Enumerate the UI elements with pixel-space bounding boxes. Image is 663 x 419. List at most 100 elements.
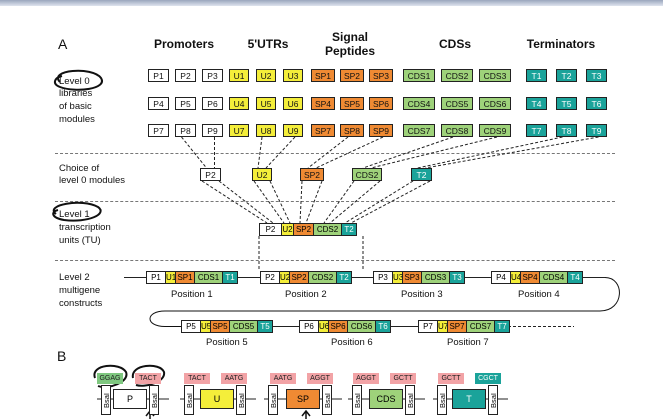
library-to-choice-line xyxy=(181,136,207,169)
level2-position-label: Position 6 xyxy=(331,337,373,348)
library-module-t3: T3 xyxy=(586,69,607,82)
level2-part-cds6: CDS6 xyxy=(348,321,376,332)
header-signal-1: Signal xyxy=(331,30,368,44)
overhang-tact: TACT xyxy=(184,373,210,384)
header-signal-2: Peptides xyxy=(324,44,375,58)
bsai-site: BsaI xyxy=(405,385,415,415)
level2-position-7-construct: P7 U7 SP7 CDS7 T7 xyxy=(418,320,510,333)
library-module-u9: U9 xyxy=(283,124,303,137)
overhang-tact: TACT xyxy=(135,373,161,384)
bsai-site: BsaI xyxy=(488,385,498,415)
tu-part-cds2: CDS2 xyxy=(314,224,342,235)
library-module-u8: U8 xyxy=(256,124,276,137)
overhang-ggag: GGAG xyxy=(97,373,123,384)
level2-part-u7: U7 xyxy=(438,321,448,332)
level2-part-sp3: SP3 xyxy=(403,272,422,283)
overhang-gctt: GCTT xyxy=(390,373,416,384)
choice-module-p2: P2 xyxy=(200,168,221,181)
library-module-sp8: SP8 xyxy=(340,124,364,137)
separator-level0 xyxy=(55,153,615,154)
level2-part-cds3: CDS3 xyxy=(422,272,450,283)
level0-label-3: of basic xyxy=(59,101,92,112)
level2-part-t5: T5 xyxy=(258,321,272,332)
library-module-sp7: SP7 xyxy=(311,124,335,137)
choice-module-cds2: CDS2 xyxy=(352,168,382,181)
level2-position-4-construct: P4 U4 SP4 CDS4 T4 xyxy=(491,271,583,284)
level2-position-1-construct: P1 U1 SP1 CDS1 T1 xyxy=(146,271,238,284)
header-promoters: Promoters xyxy=(153,37,215,51)
separator-level1 xyxy=(55,260,615,261)
hand-circle-tact xyxy=(131,364,166,387)
level2-position-5-construct: P5 U5 SP5 CDS5 T5 xyxy=(181,320,273,333)
bsai-site: BsaI xyxy=(352,385,362,415)
level2-position-label: Position 4 xyxy=(518,289,560,300)
choice-to-tu-line xyxy=(218,180,274,224)
library-module-t9: T9 xyxy=(586,124,607,137)
bsai-site: BsaI xyxy=(149,385,159,415)
library-module-sp6: SP6 xyxy=(369,97,393,110)
separator-choice xyxy=(55,201,615,202)
library-module-sp2: SP2 xyxy=(340,69,364,82)
panel-b-module-cds: CDS xyxy=(369,389,403,409)
level0-label-1: Level 0 xyxy=(59,76,90,87)
level2-part-cds2: CDS2 xyxy=(309,272,337,283)
bsai-site: BsaI xyxy=(184,385,194,415)
library-module-cds9: CDS9 xyxy=(479,124,511,137)
bsai-site: BsaI xyxy=(437,385,447,415)
level0-label-4: modules xyxy=(59,114,95,125)
level2-part-p1: P1 xyxy=(147,272,166,283)
library-module-u3: U3 xyxy=(283,69,303,82)
overhang-cgct: CGCT xyxy=(475,373,501,384)
hand-circle-level1 xyxy=(52,201,102,222)
library-module-sp4: SP4 xyxy=(311,97,335,110)
level2-part-sp7: SP7 xyxy=(448,321,467,332)
panel-b-module-p: P xyxy=(113,389,147,409)
panel-b-module-u: U xyxy=(200,389,234,409)
choice-to-tu-line xyxy=(350,180,431,224)
library-module-u4: U4 xyxy=(229,97,249,110)
level2-position-label: Position 7 xyxy=(447,337,489,348)
panel-b-module-t: T xyxy=(452,389,486,409)
choice-to-tu-line xyxy=(253,180,285,224)
level2-part-t2: T2 xyxy=(337,272,351,283)
level2-part-t3: T3 xyxy=(450,272,464,283)
library-module-cds4: CDS4 xyxy=(403,97,435,110)
library-to-choice-line xyxy=(257,136,263,169)
level2-backbone-curve xyxy=(149,277,620,327)
level2-part-t7: T7 xyxy=(495,321,509,332)
library-to-choice-line xyxy=(425,136,599,169)
library-module-p7: P7 xyxy=(148,124,169,137)
level2-part-cds4: CDS4 xyxy=(540,272,568,283)
library-module-p1: P1 xyxy=(148,69,169,82)
window-top-bar xyxy=(0,0,663,6)
level1-label-2: transcription xyxy=(59,222,111,233)
library-module-cds2: CDS2 xyxy=(441,69,473,82)
level2-part-u5: U5 xyxy=(201,321,211,332)
panel-label-b: B xyxy=(57,348,67,364)
library-module-t6: T6 xyxy=(586,97,607,110)
choice-to-tu-line xyxy=(329,180,381,224)
choice-to-tu-line xyxy=(299,180,303,224)
library-to-choice-line xyxy=(370,136,498,169)
level2-part-sp1: SP1 xyxy=(176,272,195,283)
level2-part-u4: U4 xyxy=(511,272,521,283)
level2-part-sp2: SP2 xyxy=(290,272,309,283)
library-module-p5: P5 xyxy=(175,97,196,110)
library-module-u7: U7 xyxy=(229,124,249,137)
library-module-t8: T8 xyxy=(556,124,577,137)
library-module-sp3: SP3 xyxy=(369,69,393,82)
level2-part-cds5: CDS5 xyxy=(230,321,258,332)
choice-label-2: level 0 modules xyxy=(59,175,126,186)
level2-position-6-construct: P6 U6 SP6 CDS6 T6 xyxy=(299,320,391,333)
level2-part-cds7: CDS7 xyxy=(467,321,495,332)
choice-to-tu-line xyxy=(323,180,355,224)
library-module-p8: P8 xyxy=(175,124,196,137)
choice-to-tu-line xyxy=(305,180,323,224)
bsai-site: BsaI xyxy=(322,385,332,415)
level2-part-u2: U2 xyxy=(280,272,290,283)
bsai-site: BsaI xyxy=(268,385,278,415)
library-module-cds1: CDS1 xyxy=(403,69,435,82)
library-to-choice-line xyxy=(315,136,384,169)
library-module-cds5: CDS5 xyxy=(441,97,473,110)
library-module-p4: P4 xyxy=(148,97,169,110)
